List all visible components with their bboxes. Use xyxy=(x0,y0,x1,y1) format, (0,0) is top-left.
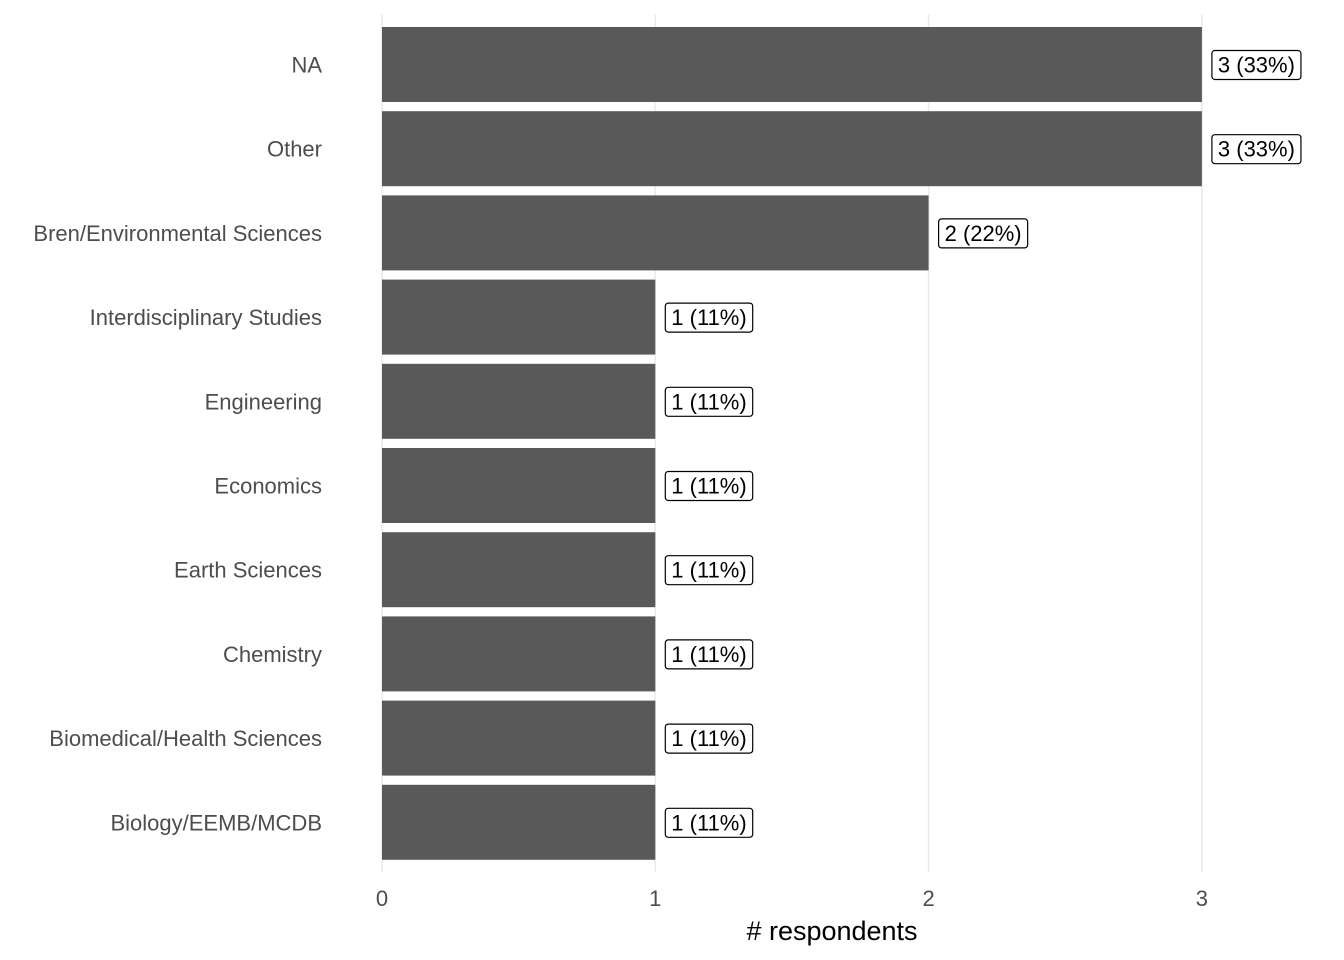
data-label-box xyxy=(664,639,754,670)
data-label-text: 3 (33%) xyxy=(1218,53,1295,78)
category-label: Chemistry xyxy=(223,642,322,667)
data-label-text: 2 (22%) xyxy=(945,221,1022,246)
data-label-text: 1 (11%) xyxy=(671,389,746,414)
bar xyxy=(382,363,656,439)
bar xyxy=(382,27,1202,102)
data-label-box xyxy=(664,555,754,586)
data-label-box xyxy=(664,470,754,502)
data-label-text: 1 (11%) xyxy=(671,305,746,330)
data-label: 1 (11%) xyxy=(664,807,754,838)
bar xyxy=(382,700,656,776)
data-label-box xyxy=(937,218,1029,249)
category-label: Economics xyxy=(214,474,322,499)
x-axis-title: # respondents xyxy=(746,916,917,946)
data-label: 1 (11%) xyxy=(664,555,754,586)
category-label: Biology/EEMB/MCDB xyxy=(110,810,322,835)
data-label: 2 (22%) xyxy=(937,218,1029,249)
data-label: 3 (33%) xyxy=(1211,49,1302,81)
bar xyxy=(382,784,656,860)
x-tick-label: 1 xyxy=(649,886,661,911)
bar xyxy=(382,532,656,608)
data-label-box xyxy=(664,807,754,838)
category-label: Engineering xyxy=(205,389,322,414)
data-label-text: 3 (33%) xyxy=(1218,137,1295,162)
data-label-box xyxy=(664,723,754,754)
bar xyxy=(382,279,656,355)
category-label: Biomedical/Health Sciences xyxy=(49,726,322,751)
category-label: NA xyxy=(291,53,322,78)
data-label-text: 1 (11%) xyxy=(671,642,746,667)
x-tick-labels: 0 1 2 3 xyxy=(376,886,1208,911)
data-label: 1 (11%) xyxy=(664,470,754,502)
data-label-box xyxy=(664,302,754,333)
data-label-text: 1 (11%) xyxy=(671,810,746,835)
category-labels: NA Other Bren/Environmental Sciences Interd… xyxy=(33,53,322,836)
x-tick-label: 3 xyxy=(1196,886,1208,911)
data-label-box xyxy=(1211,49,1302,81)
data-label-box xyxy=(1211,134,1302,165)
bar xyxy=(382,195,929,271)
bars xyxy=(382,27,1202,860)
category-label: Bren/Environmental Sciences xyxy=(33,221,322,246)
data-label-text: 1 (11%) xyxy=(671,474,746,499)
data-label-text: 1 (11%) xyxy=(671,558,746,583)
data-label-text: 1 (11%) xyxy=(671,726,746,751)
bar xyxy=(382,616,656,692)
category-label: Other xyxy=(267,137,322,162)
data-label: 1 (11%) xyxy=(664,723,754,754)
bar xyxy=(382,448,656,523)
x-tick-label: 0 xyxy=(376,886,388,911)
data-label: 3 (33%) xyxy=(1211,134,1302,165)
category-label: Interdisciplinary Studies xyxy=(90,305,322,330)
category-label: Earth Sciences xyxy=(174,558,322,583)
data-label: 1 (11%) xyxy=(664,639,754,670)
data-label: 1 (11%) xyxy=(664,386,754,417)
data-label-box xyxy=(664,386,754,417)
bar xyxy=(382,111,1202,187)
data-label: 1 (11%) xyxy=(664,302,754,333)
data-labels: 3 (33%) 3 (33%) 2 (22%) 1 (11%) 1 (11%) 1 (11… xyxy=(664,49,1302,838)
x-tick-label: 2 xyxy=(922,886,934,911)
